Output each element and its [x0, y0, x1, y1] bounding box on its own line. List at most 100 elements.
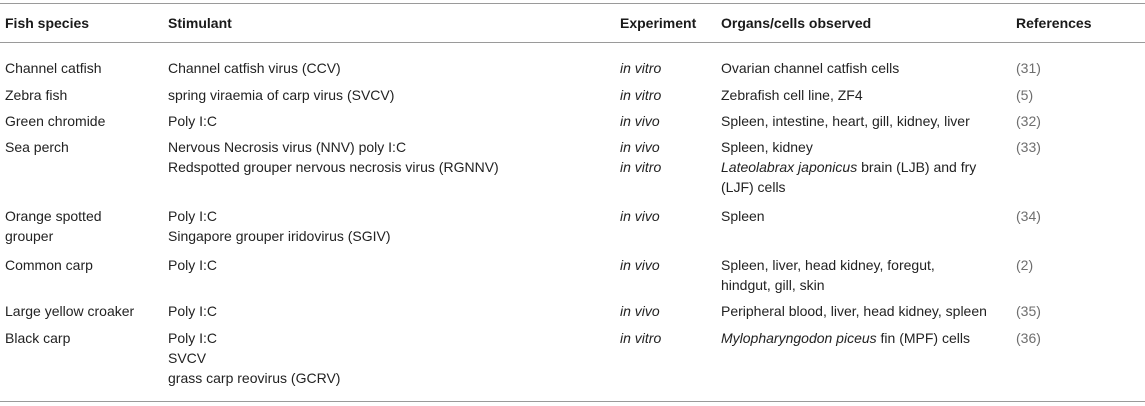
cell-reference-line: (34)	[1016, 208, 1041, 224]
cell-reference-line: (36)	[1016, 330, 1041, 346]
cell-fish-species-line: Orange spotted	[5, 208, 102, 224]
cell-stimulant-line: spring viraemia of carp virus (SVCV)	[168, 87, 395, 103]
cell-experiment-line: in vivo	[620, 208, 660, 224]
bottom-rule	[0, 401, 1145, 402]
cell-experiment: in vitro	[620, 58, 715, 78]
cell-organs-cells-line: Spleen, kidney	[721, 137, 1013, 157]
cell-stimulant: Nervous Necrosis virus (NNV) poly I:C Red…	[168, 137, 618, 177]
cell-experiment: in vitro	[620, 85, 715, 105]
cell-experiment: in vivo	[620, 301, 715, 321]
cell-fish-species-line: Common carp	[5, 257, 93, 273]
header-organs-cells: Organs/cells observed	[721, 15, 872, 31]
cell-experiment-line: in vitro	[620, 159, 662, 175]
cell-fish-species: Orange spotted grouper	[5, 206, 165, 246]
cell-fish-species: Common carp	[5, 255, 165, 275]
cell-reference: (33)	[1016, 137, 1136, 157]
organs-text: brain (LJB) and fry	[857, 159, 977, 175]
cell-reference: (31)	[1016, 58, 1136, 78]
cell-reference: (34)	[1016, 206, 1136, 226]
cell-organs-cells-line: Ovarian channel catfish cells	[721, 58, 1013, 78]
header-stimulant: Stimulant	[168, 15, 232, 31]
cell-experiment-line: in vitro	[620, 87, 662, 103]
cell-organs-cells-line: Lateolabrax japonicus brain (LJB) and fr…	[721, 157, 1013, 177]
cell-experiment: in vivo in vitro	[620, 137, 715, 177]
cell-fish-species-line: grouper	[5, 228, 54, 244]
cell-organs-cells-line: Zebrafish cell line, ZF4	[721, 85, 1013, 105]
cell-fish-species-line: Sea perch	[5, 139, 69, 155]
cell-fish-species-line: Channel catfish	[5, 60, 102, 76]
organs-text: Zebrafish cell line, ZF4	[721, 87, 863, 103]
cell-stimulant-line: Poly I:C	[168, 257, 218, 273]
cell-organs-cells: Spleen, kidney Lateolabrax japonicus brai…	[721, 137, 1013, 197]
cell-reference-line: (2)	[1016, 257, 1034, 273]
cell-organs-cells: Zebrafish cell line, ZF4	[721, 85, 1013, 105]
cell-fish-species-line: Large yellow croaker	[5, 303, 135, 319]
cell-organs-cells: Ovarian channel catfish cells	[721, 58, 1013, 78]
cell-reference: (5)	[1016, 85, 1136, 105]
cell-stimulant: Channel catfish virus (CCV)	[168, 58, 618, 78]
cell-stimulant: Poly I:C	[168, 301, 618, 321]
cell-experiment-line: in vivo	[620, 113, 660, 129]
cell-fish-species-line: Black carp	[5, 330, 71, 346]
organs-text: Spleen, intestine, heart, gill, kidney, …	[721, 113, 970, 129]
cell-experiment: in vivo	[620, 206, 715, 226]
cell-fish-species-line: Zebra fish	[5, 87, 68, 103]
cell-experiment: in vitro	[620, 328, 715, 348]
organs-text: Spleen	[721, 208, 765, 224]
cell-reference: (2)	[1016, 255, 1136, 275]
cell-organs-cells-line: Spleen, liver, head kidney, foregut,	[721, 255, 1013, 275]
organs-text: hindgut, gill, skin	[721, 277, 825, 293]
cell-organs-cells: Peripheral blood, liver, head kidney, sp…	[721, 301, 1013, 321]
cell-stimulant-line: SVCV	[168, 350, 207, 366]
cell-stimulant-line: Poly I:C	[168, 208, 218, 224]
cell-reference: (32)	[1016, 111, 1136, 131]
cell-organs-cells-line: Peripheral blood, liver, head kidney, sp…	[721, 301, 1013, 321]
cell-organs-cells: Mylopharyngodon piceus fin (MPF) cells	[721, 328, 1013, 348]
cell-fish-species: Channel catfish	[5, 58, 165, 78]
cell-fish-species: Sea perch	[5, 137, 165, 157]
cell-experiment-line: in vitro	[620, 330, 662, 346]
cell-organs-cells-line: Spleen, intestine, heart, gill, kidney, …	[721, 111, 1013, 131]
header-references: References	[1016, 15, 1092, 31]
cell-organs-cells-line: (LJF) cells	[721, 177, 1013, 197]
cell-stimulant: Poly I:C	[168, 255, 618, 275]
cell-experiment: in vivo	[620, 111, 715, 131]
cell-experiment-line: in vivo	[620, 139, 660, 155]
cell-reference-line: (5)	[1016, 87, 1034, 103]
cell-organs-cells: Spleen, intestine, heart, gill, kidney, …	[721, 111, 1013, 131]
organs-text: Ovarian channel catfish cells	[721, 60, 900, 76]
organs-text: (LJF) cells	[721, 179, 786, 195]
header-rule	[0, 42, 1145, 43]
cell-experiment-line: in vivo	[620, 257, 660, 273]
header-experiment: Experiment	[620, 15, 697, 31]
cell-stimulant-line: grass carp reovirus (GCRV)	[168, 370, 341, 386]
cell-stimulant-line: Redspotted grouper nervous necrosis viru…	[168, 159, 499, 175]
cell-experiment: in vivo	[620, 255, 715, 275]
organs-text: fin (MPF) cells	[876, 330, 970, 346]
cell-stimulant: Poly I:C SVCV grass carp reovirus (GCRV)	[168, 328, 618, 388]
cell-stimulant-line: Nervous Necrosis virus (NNV) poly I:C	[168, 139, 407, 155]
cell-fish-species: Black carp	[5, 328, 165, 348]
cell-stimulant-line: Poly I:C	[168, 113, 218, 129]
cell-organs-cells: Spleen	[721, 206, 1013, 226]
cell-reference: (36)	[1016, 328, 1136, 348]
cell-experiment-line: in vitro	[620, 60, 662, 76]
cell-stimulant-line: Poly I:C	[168, 303, 218, 319]
cell-experiment-line: in vivo	[620, 303, 660, 319]
cell-reference-line: (33)	[1016, 139, 1041, 155]
cell-fish-species: Large yellow croaker	[5, 301, 165, 321]
cell-stimulant: Poly I:C	[168, 111, 618, 131]
species-name-italic: Lateolabrax japonicus	[721, 159, 858, 175]
cell-reference-line: (32)	[1016, 113, 1041, 129]
cell-reference-line: (35)	[1016, 303, 1041, 319]
cell-stimulant-line: Channel catfish virus (CCV)	[168, 60, 341, 76]
cell-stimulant: spring viraemia of carp virus (SVCV)	[168, 85, 618, 105]
cell-organs-cells-line: Spleen	[721, 206, 1013, 226]
organs-text: Spleen, liver, head kidney, foregut,	[721, 257, 935, 273]
header-fish-species: Fish species	[5, 15, 90, 31]
cell-organs-cells-line: hindgut, gill, skin	[721, 275, 1013, 295]
organs-text: Spleen, kidney	[721, 139, 813, 155]
cell-organs-cells: Spleen, liver, head kidney, foregut, hind…	[721, 255, 1013, 295]
cell-fish-species-line: Green chromide	[5, 113, 106, 129]
